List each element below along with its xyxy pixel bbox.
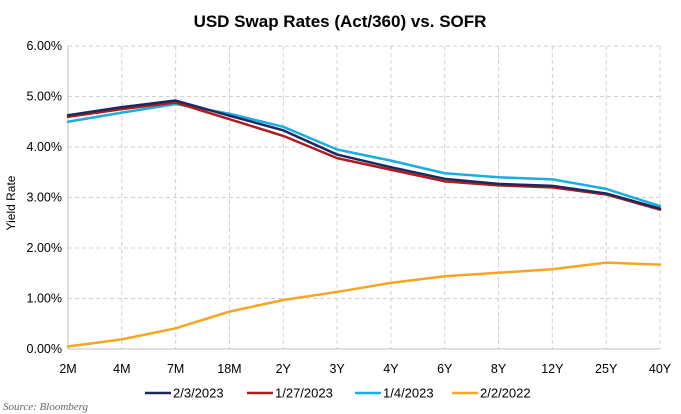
x-tick-label: 6Y	[437, 362, 453, 376]
x-tick-label: 25Y	[595, 362, 618, 376]
x-tick-label: 4M	[113, 362, 130, 376]
series-line-1	[66, 101, 662, 211]
y-tick-label: 5.00%	[27, 90, 62, 104]
legend-label: 2/3/2023	[173, 386, 224, 401]
y-tick-label: 4.00%	[27, 140, 62, 154]
x-axis-ticks: 2M 4M 7M 18M 2Y 3Y 4Y 6Y 8Y 12Y 25Y 40Y	[59, 362, 671, 376]
legend-label: 2/2/2022	[480, 386, 531, 401]
chart-title: USD Swap Rates (Act/360) vs. SOFR	[194, 12, 487, 31]
y-axis-label: Yield Rate	[4, 175, 18, 230]
y-tick-label: 6.00%	[27, 39, 62, 53]
series-line-3	[66, 261, 662, 348]
y-axis-ticks: 0.00% 1.00% 2.00% 3.00% 4.00% 5.00% 6.00%	[27, 39, 62, 356]
x-tick-label: 3Y	[329, 362, 345, 376]
x-tick-label: 2Y	[276, 362, 292, 376]
x-tick-label: 7M	[167, 362, 184, 376]
x-tick-label: 2M	[59, 362, 76, 376]
y-tick-label: 1.00%	[27, 292, 62, 306]
x-tick-label: 18M	[217, 362, 241, 376]
y-tick-label: 2.00%	[27, 241, 62, 255]
x-tick-label: 12Y	[541, 362, 564, 376]
x-tick-label: 40Y	[649, 362, 672, 376]
series-line-2	[66, 102, 662, 208]
y-tick-label: 0.00%	[27, 342, 62, 356]
gridlines	[67, 45, 661, 350]
y-tick-label: 3.00%	[27, 191, 62, 205]
legend: 2/3/2023 1/27/2023 1/4/2023 2/2/2022	[145, 386, 531, 401]
series-lines	[66, 99, 662, 348]
x-tick-label: 8Y	[491, 362, 507, 376]
legend-label: 1/27/2023	[275, 386, 333, 401]
source-note: Source: Bloomberg	[3, 401, 89, 413]
legend-label: 1/4/2023	[383, 386, 434, 401]
x-tick-label: 4Y	[383, 362, 399, 376]
series-line-0	[66, 99, 662, 210]
